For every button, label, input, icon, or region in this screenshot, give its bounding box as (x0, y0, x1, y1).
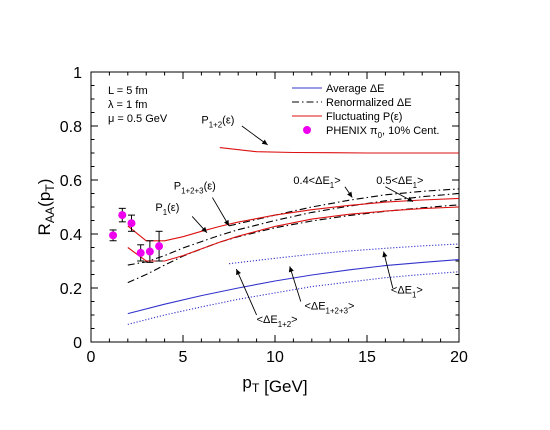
text-main: p (242, 373, 251, 392)
text-rest: > (334, 175, 340, 187)
x-tick-label: 20 (450, 349, 468, 366)
annotation-arrow-1 (212, 197, 230, 227)
text-main: 0.5<ΔE (376, 175, 412, 187)
text-subscript: 0 (378, 131, 383, 140)
text-main: 0.4<ΔE (293, 175, 329, 187)
x-tick-label: 0 (87, 349, 96, 366)
text-subscript: 1+2+3 (181, 186, 204, 195)
annotation-arrow-7 (383, 251, 394, 289)
y-tick-label: 0.8 (60, 119, 82, 136)
text-subscript: 1 (163, 208, 168, 217)
legend-label-3: PHENIX π0, 10% Cent. (326, 125, 440, 140)
text-subscript: 1+2 (209, 120, 222, 129)
text-rest: > (348, 301, 354, 313)
series-line-8 (127, 206, 460, 262)
phenix-point-5 (155, 242, 164, 251)
legend-label-0: Average ΔE (326, 83, 385, 95)
text-rest: > (416, 284, 422, 296)
text-main: <ΔE (304, 301, 325, 313)
text-subscript: 1+2 (278, 320, 291, 329)
phenix-point-1 (118, 211, 127, 220)
annotation-arrowhead (382, 251, 388, 258)
annotation-arrowhead (224, 219, 229, 226)
text-main: P (174, 180, 181, 192)
parameter-text-1: λ = 1 fm (108, 99, 147, 111)
y-label-end: ) (35, 179, 54, 185)
text-subscript: 1+2+3 (326, 307, 349, 316)
y-label-paren: (p (35, 192, 54, 207)
legend-label-1: Renormalized ΔE (326, 97, 412, 109)
y-label-main: R (35, 223, 54, 235)
parameter-text-0: L = 5 fm (108, 85, 148, 97)
curve-annotation-5: <ΔE1+2> (257, 314, 298, 329)
text-rest: (ε) (222, 114, 234, 126)
annotation-arrowhead (236, 269, 241, 276)
y-label-psub: T (43, 184, 57, 192)
text-rest: > (291, 314, 297, 326)
curve-annotation-7: <ΔE1> (391, 284, 423, 299)
curve-annotation-6: <ΔE1+2+3> (304, 301, 354, 316)
text-rest: (ε) (204, 180, 216, 192)
x-axis-label-suffix: [GeV] (259, 377, 307, 396)
y-tick-label: 0.4 (60, 227, 82, 244)
phenix-point-4 (145, 247, 154, 256)
y-label-sub: AA (43, 206, 57, 223)
y-tick-label: 0 (73, 335, 82, 352)
text-main: <ΔE (257, 314, 278, 326)
annotation-arrow-6 (289, 266, 302, 302)
x-tick-label: 5 (179, 349, 188, 366)
text-rest: > (417, 175, 423, 187)
text-rest: (ε) (167, 202, 179, 214)
legend-marker (303, 126, 311, 134)
annotation-arrowhead (261, 139, 268, 145)
series-line-7 (127, 197, 460, 242)
text-main: P (155, 202, 162, 214)
curve-annotation-4: 0.5<ΔE1> (376, 175, 423, 190)
phenix-point-2 (127, 219, 136, 228)
phenix-point-3 (136, 248, 145, 257)
text-subscript: 1 (330, 181, 335, 190)
text-main: PHENIX π (326, 125, 378, 137)
annotation-arrowhead (407, 196, 413, 202)
parameter-text-2: μ = 0.5 GeV (108, 113, 168, 125)
series-line-2 (228, 243, 460, 265)
x-tick-label: 15 (358, 349, 376, 366)
annotation-arrowhead (288, 266, 294, 273)
annotation-arrow-5 (235, 268, 258, 316)
text-subscript: 1 (413, 181, 418, 190)
annotation-arrowhead (347, 191, 353, 198)
annotation-arrowhead (201, 226, 207, 233)
y-tick-label: 0.6 (60, 173, 82, 190)
phenix-point-0 (109, 231, 118, 240)
series-line-4 (127, 204, 460, 284)
series-line-6 (219, 147, 459, 154)
text-subscript: T (252, 381, 260, 395)
curve-annotation-1: P1+2+3(ε) (174, 180, 216, 195)
text-main: <ΔE (391, 284, 412, 296)
series-line-3 (127, 192, 460, 266)
curve-annotation-0: P1+2(ε) (201, 114, 234, 129)
y-tick-label: 1 (73, 65, 82, 82)
x-tick-label: 10 (266, 349, 284, 366)
x-axis-label: pT [GeV] (242, 373, 307, 396)
legend-label-2: Fluctuating P(ε) (326, 111, 402, 123)
curve-annotation-3: 0.4<ΔE1> (293, 175, 340, 190)
y-axis-label: RAA(pT) (35, 179, 57, 236)
y-tick-label: 0.2 (60, 281, 82, 298)
text-rest: , 10% Cent. (382, 125, 439, 137)
text-subscript: 1 (412, 290, 417, 299)
curve-annotation-2: P1(ε) (155, 202, 179, 217)
text-main: P (201, 114, 208, 126)
